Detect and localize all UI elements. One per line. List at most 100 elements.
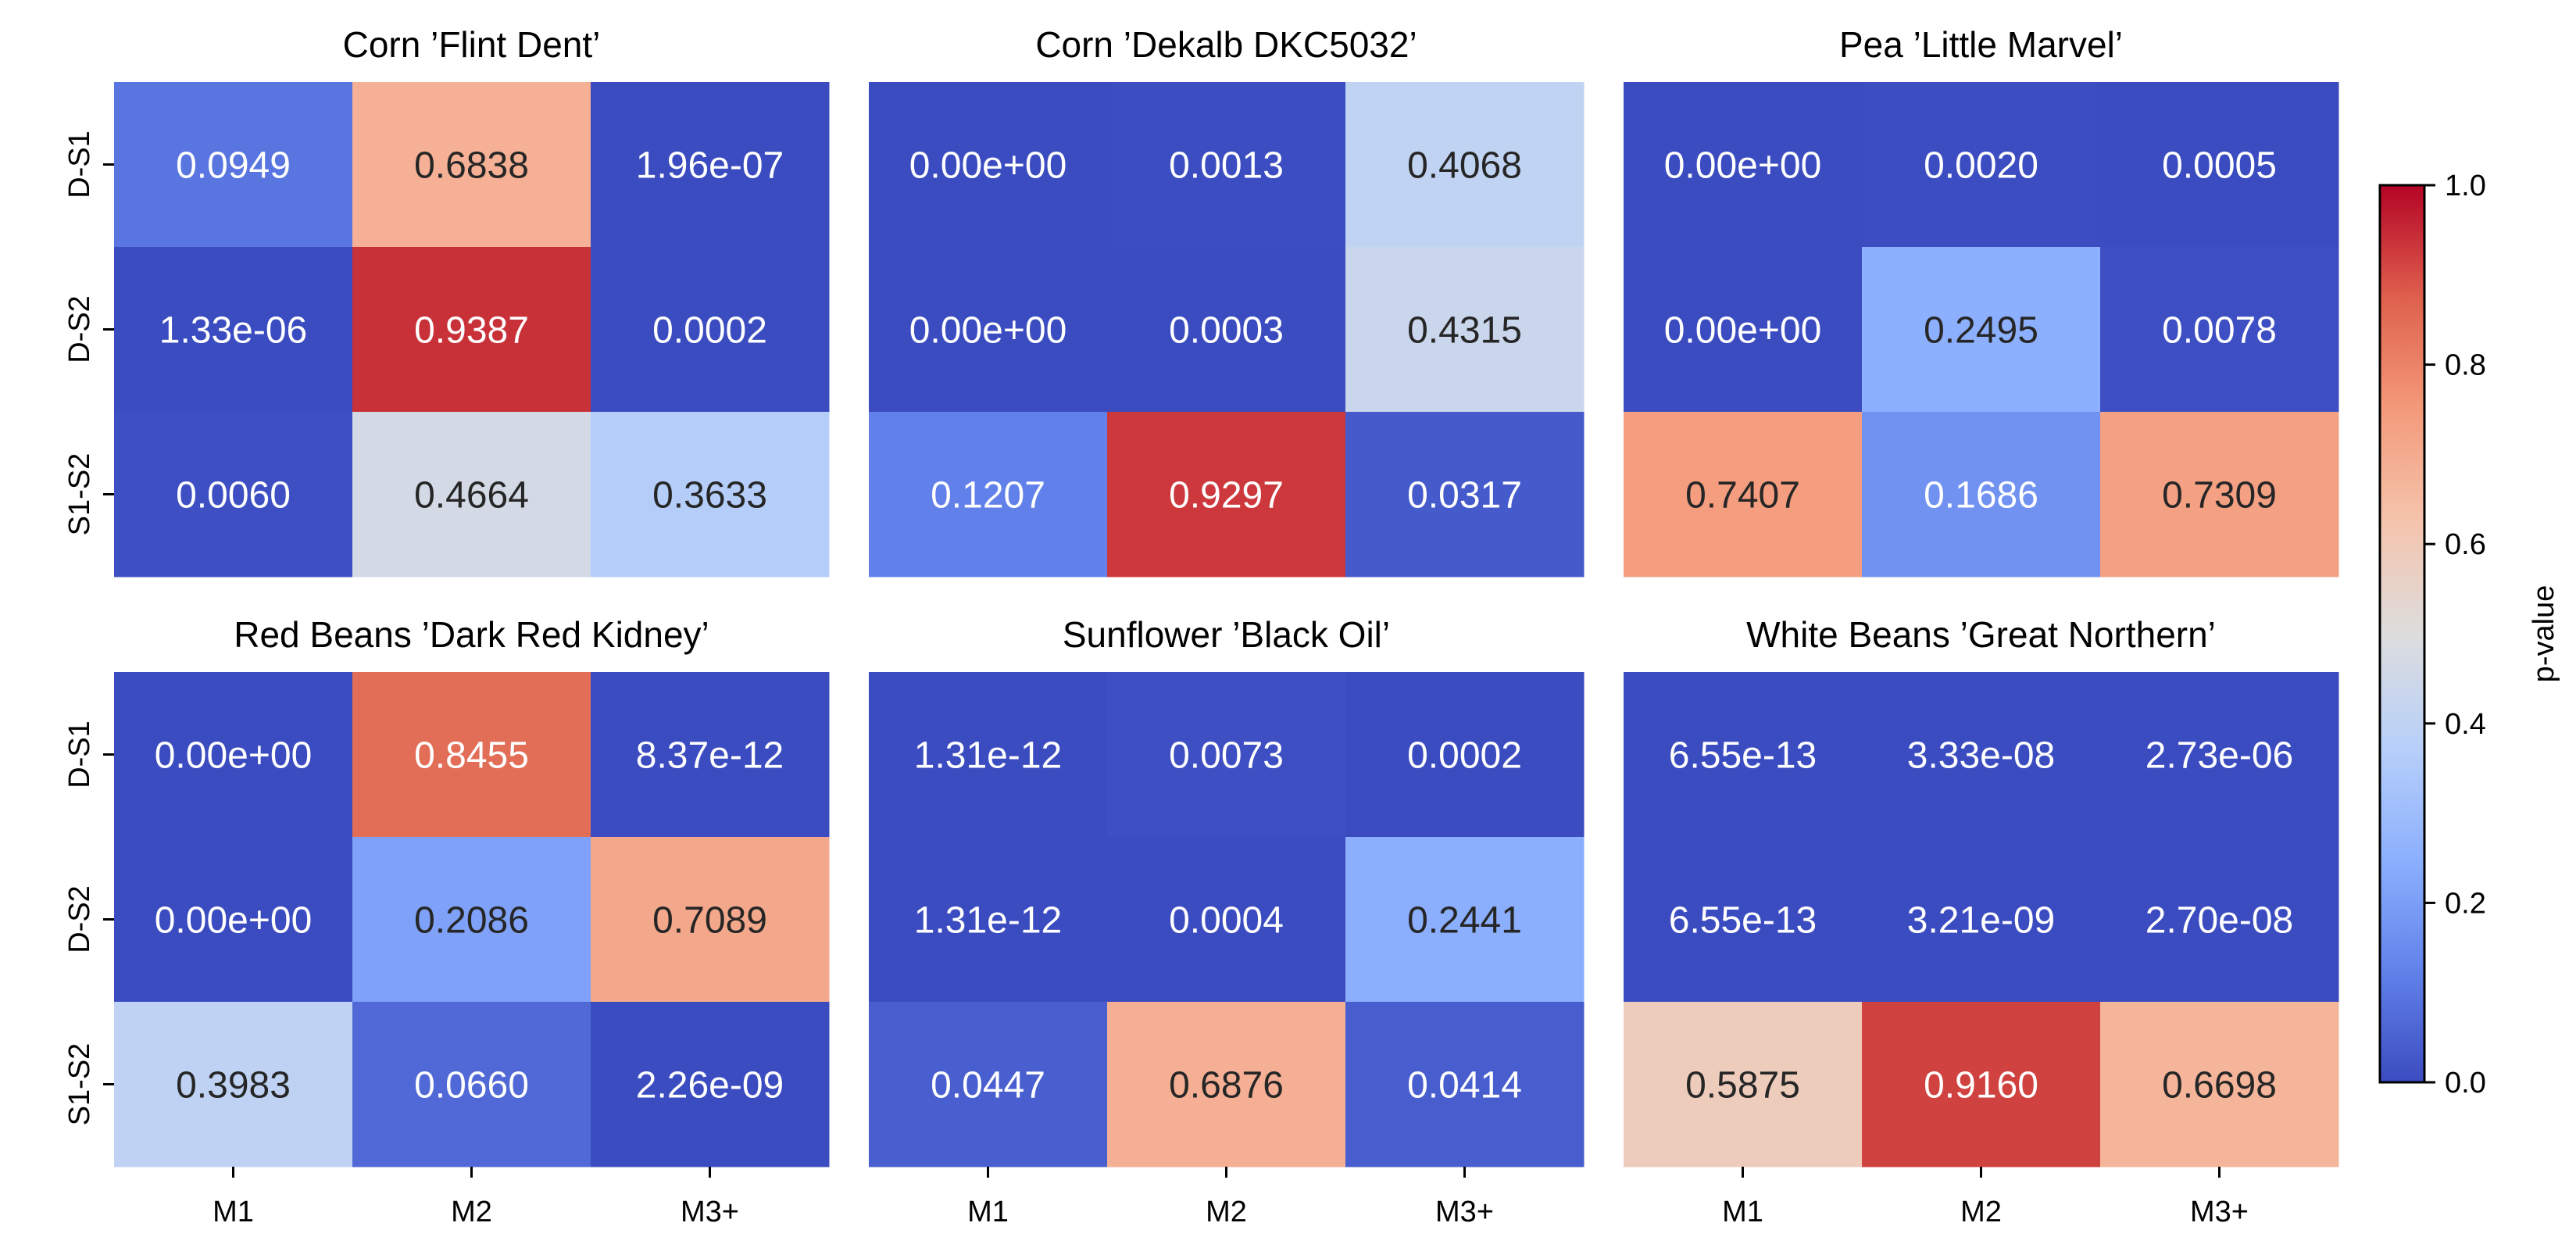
cell-value-label: 0.0949 bbox=[176, 145, 291, 187]
row-tick-label: D-S2 bbox=[63, 885, 96, 953]
heatmap-panel: Red Beans ’Dark Red Kidney’ 0.00e+00 0.845… bbox=[63, 614, 830, 1228]
cell-value-label: 0.6876 bbox=[1169, 1065, 1284, 1107]
cell-value-label: 0.00e+00 bbox=[155, 900, 313, 942]
colorbar-tick-label: 0.8 bbox=[2445, 349, 2486, 382]
column-tick-label: M1 bbox=[967, 1196, 1009, 1228]
cell-value-label: 0.7407 bbox=[1685, 475, 1800, 517]
heatmap-cell bbox=[352, 672, 591, 838]
heatmap-cell bbox=[352, 1002, 591, 1167]
column-tick-label: M3+ bbox=[681, 1196, 739, 1228]
cell-value-label: 0.00e+00 bbox=[909, 310, 1067, 352]
cell-value-label: 0.7309 bbox=[2162, 475, 2277, 517]
heatmap-cell bbox=[1624, 672, 1863, 838]
cell-value-label: 0.0660 bbox=[414, 1065, 529, 1107]
heatmap-cell bbox=[2100, 672, 2339, 838]
heatmap-cell bbox=[1345, 247, 1585, 413]
cell-value-label: 0.6698 bbox=[2162, 1065, 2277, 1107]
heatmap-panel: Pea ’Little Marvel’ 0.00e+00 0.0020 0.0005 0… bbox=[1624, 24, 2339, 577]
heatmap-cell bbox=[1107, 1002, 1346, 1167]
heatmap-cell bbox=[2100, 837, 2339, 1003]
colorbar: 0.0 0.2 0.4 0.6 0.8 1.0 p-value bbox=[2378, 170, 2560, 1099]
cell-value-label: 1.96e-07 bbox=[636, 145, 784, 187]
cell-value-label: 0.9387 bbox=[414, 310, 529, 352]
heatmap-cell bbox=[1107, 412, 1346, 577]
column-tick-label: M2 bbox=[1960, 1196, 2002, 1228]
cell-value-label: 0.0013 bbox=[1169, 145, 1284, 187]
cell-value-label: 0.2441 bbox=[1407, 900, 1522, 942]
cell-value-label: 0.0003 bbox=[1169, 310, 1284, 352]
heatmap-cell bbox=[869, 82, 1108, 248]
colorbar-tick-label: 0.2 bbox=[2445, 887, 2486, 920]
panel-title: Corn ’Dekalb DKC5032’ bbox=[1035, 24, 1417, 65]
column-tick-label: M1 bbox=[213, 1196, 254, 1228]
cell-value-label: 6.55e-13 bbox=[1669, 735, 1817, 777]
heatmap-cell bbox=[1345, 82, 1585, 248]
panel-title: Pea ’Little Marvel’ bbox=[1839, 24, 2123, 65]
cell-value-label: 0.6838 bbox=[414, 145, 529, 187]
column-tick-label: M1 bbox=[1722, 1196, 1763, 1228]
heatmap-panel: Corn ’Dekalb DKC5032’ 0.00e+00 0.0013 0.406… bbox=[869, 24, 1585, 577]
colorbar-gradient bbox=[2378, 184, 2426, 1084]
heatmap-cell bbox=[1862, 837, 2101, 1003]
column-tick-label: M3+ bbox=[1435, 1196, 1494, 1228]
heatmap-cell bbox=[1862, 247, 2101, 413]
heatmap-cell bbox=[352, 247, 591, 413]
cell-value-label: 0.2086 bbox=[414, 900, 529, 942]
cell-value-label: 2.73e-06 bbox=[2145, 735, 2294, 777]
heatmap-cell bbox=[1624, 837, 1863, 1003]
heatmap-cell bbox=[1624, 412, 1863, 577]
heatmap-cell bbox=[1862, 412, 2101, 577]
colorbar-tick-label: 1.0 bbox=[2445, 170, 2486, 202]
cell-value-label: 2.26e-09 bbox=[636, 1065, 784, 1107]
cell-value-label: 0.00e+00 bbox=[909, 145, 1067, 187]
heatmap-cell bbox=[2100, 247, 2339, 413]
heatmap-cell bbox=[869, 412, 1108, 577]
cell-value-label: 1.31e-12 bbox=[914, 900, 1063, 942]
cell-value-label: 0.4315 bbox=[1407, 310, 1522, 352]
heatmap-cell bbox=[1345, 837, 1585, 1003]
colorbar-tick-label: 0.0 bbox=[2445, 1067, 2486, 1099]
cell-value-label: 0.0004 bbox=[1169, 900, 1284, 942]
column-tick-label: M2 bbox=[1206, 1196, 1247, 1228]
heatmap-cell bbox=[591, 672, 830, 838]
heatmap-cell bbox=[352, 837, 591, 1003]
heatmap-cell bbox=[2100, 412, 2339, 577]
cell-value-label: 0.9160 bbox=[1924, 1065, 2038, 1107]
cell-value-label: 0.0060 bbox=[176, 475, 291, 517]
heatmap-panel: White Beans ’Great Northern’ 6.55e-13 3.33… bbox=[1624, 614, 2339, 1228]
cell-value-label: 0.0005 bbox=[2162, 145, 2277, 187]
cell-value-label: 0.0002 bbox=[652, 310, 767, 352]
cell-value-label: 3.33e-08 bbox=[1907, 735, 2056, 777]
heatmap-cell bbox=[591, 412, 830, 577]
column-tick-label: M3+ bbox=[2190, 1196, 2249, 1228]
heatmap-panel: Sunflower ’Black Oil’ 1.31e-12 0.0073 0.000… bbox=[869, 614, 1585, 1228]
heatmap-cell bbox=[1107, 837, 1346, 1003]
heatmap-cell bbox=[114, 412, 353, 577]
heatmap-cell bbox=[114, 672, 353, 838]
panel-title: White Beans ’Great Northern’ bbox=[1746, 614, 2216, 655]
heatmap-cell bbox=[114, 1002, 353, 1167]
row-tick-label: D-S1 bbox=[63, 131, 96, 198]
colorbar-tick-label: 0.4 bbox=[2445, 708, 2486, 741]
cell-value-label: 0.5875 bbox=[1685, 1065, 1800, 1107]
panel-title: Corn ’Flint Dent’ bbox=[343, 24, 601, 65]
cell-value-label: 2.70e-08 bbox=[2145, 900, 2294, 942]
cell-value-label: 0.00e+00 bbox=[155, 735, 313, 777]
cell-value-label: 0.8455 bbox=[414, 735, 529, 777]
cell-value-label: 8.37e-12 bbox=[636, 735, 784, 777]
panel-title: Red Beans ’Dark Red Kidney’ bbox=[234, 614, 709, 655]
cell-value-label: 0.4068 bbox=[1407, 145, 1522, 187]
heatmap-cell bbox=[1624, 247, 1863, 413]
cell-value-label: 1.31e-12 bbox=[914, 735, 1063, 777]
heatmap-cell bbox=[1345, 1002, 1585, 1167]
heatmap-cell bbox=[591, 1002, 830, 1167]
cell-value-label: 0.00e+00 bbox=[1664, 310, 1822, 352]
heatmap-cell bbox=[1107, 672, 1346, 838]
column-tick-label: M2 bbox=[451, 1196, 492, 1228]
heatmap-panel: Corn ’Flint Dent’ 0.0949 0.6838 1.96e-07 1.3… bbox=[63, 24, 830, 577]
colorbar-label: p-value bbox=[2528, 585, 2560, 683]
heatmap-cell bbox=[1624, 1002, 1863, 1167]
row-tick-label: S1-S2 bbox=[63, 1043, 96, 1126]
heatmap-cell bbox=[1862, 82, 2101, 248]
